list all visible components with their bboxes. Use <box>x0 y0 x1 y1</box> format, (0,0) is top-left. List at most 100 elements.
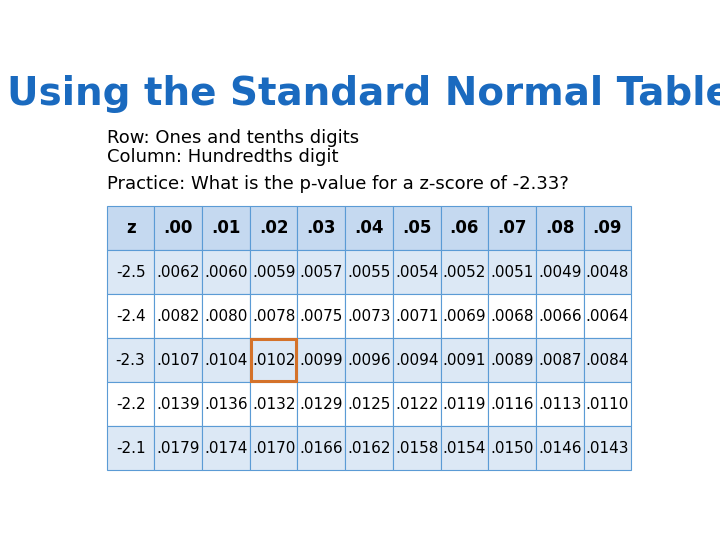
Text: .0062: .0062 <box>156 265 200 280</box>
Bar <box>297 250 345 294</box>
Text: .0170: .0170 <box>252 441 295 456</box>
Bar <box>250 426 297 470</box>
Bar <box>107 206 154 250</box>
Bar <box>202 294 250 338</box>
Bar <box>441 382 488 426</box>
Text: .0094: .0094 <box>395 353 438 368</box>
Text: Using the Standard Normal Table: Using the Standard Normal Table <box>6 75 720 113</box>
Text: -2.2: -2.2 <box>116 397 145 411</box>
Bar <box>488 382 536 426</box>
Bar <box>345 206 393 250</box>
Text: .0089: .0089 <box>490 353 534 368</box>
Bar <box>536 294 584 338</box>
Bar <box>297 426 345 470</box>
Bar <box>536 206 584 250</box>
Text: .0049: .0049 <box>538 265 582 280</box>
Text: .0150: .0150 <box>490 441 534 456</box>
Bar <box>107 382 154 426</box>
Bar <box>441 206 488 250</box>
Text: .0075: .0075 <box>300 309 343 323</box>
Bar <box>202 382 250 426</box>
Text: .0132: .0132 <box>252 397 295 411</box>
Text: .0068: .0068 <box>490 309 534 323</box>
Bar <box>393 338 441 382</box>
Bar <box>536 382 584 426</box>
Bar <box>345 426 393 470</box>
Text: .0080: .0080 <box>204 309 248 323</box>
Bar <box>345 382 393 426</box>
Bar <box>584 206 631 250</box>
Bar <box>584 250 631 294</box>
Bar <box>536 250 584 294</box>
Text: .00: .00 <box>163 219 193 237</box>
Text: .09: .09 <box>593 219 622 237</box>
Bar <box>441 426 488 470</box>
Bar <box>536 338 584 382</box>
Bar <box>202 426 250 470</box>
Bar <box>488 250 536 294</box>
Text: .05: .05 <box>402 219 431 237</box>
Bar <box>202 206 250 250</box>
Text: -2.4: -2.4 <box>116 309 145 323</box>
Text: .0113: .0113 <box>538 397 582 411</box>
Bar <box>441 294 488 338</box>
Text: .0174: .0174 <box>204 441 248 456</box>
Bar <box>488 426 536 470</box>
Text: .0102: .0102 <box>252 353 295 368</box>
Text: .0158: .0158 <box>395 441 438 456</box>
Bar <box>393 250 441 294</box>
Text: .0064: .0064 <box>585 309 629 323</box>
Text: .08: .08 <box>545 219 575 237</box>
Bar <box>154 426 202 470</box>
Text: .0162: .0162 <box>347 441 391 456</box>
Text: .0096: .0096 <box>347 353 391 368</box>
Bar <box>297 382 345 426</box>
Text: .0166: .0166 <box>300 441 343 456</box>
Text: .04: .04 <box>354 219 384 237</box>
Text: Column: Hundredths digit: Column: Hundredths digit <box>107 148 338 166</box>
Text: .0154: .0154 <box>443 441 486 456</box>
Text: -2.5: -2.5 <box>116 265 145 280</box>
Text: .0122: .0122 <box>395 397 438 411</box>
Text: .0146: .0146 <box>538 441 582 456</box>
Bar <box>393 426 441 470</box>
Bar <box>393 382 441 426</box>
Text: .02: .02 <box>259 219 289 237</box>
Bar <box>107 338 154 382</box>
Bar <box>297 206 345 250</box>
Bar <box>345 338 393 382</box>
Bar <box>202 250 250 294</box>
Text: .0116: .0116 <box>490 397 534 411</box>
Bar <box>250 206 297 250</box>
Bar <box>154 382 202 426</box>
Text: .0082: .0082 <box>156 309 200 323</box>
Bar <box>584 382 631 426</box>
Bar <box>345 250 393 294</box>
Bar <box>297 294 345 338</box>
Text: .07: .07 <box>498 219 527 237</box>
Bar <box>202 338 250 382</box>
Text: .0107: .0107 <box>156 353 200 368</box>
Text: Row: Ones and tenths digits: Row: Ones and tenths digits <box>107 129 359 147</box>
Bar <box>250 338 297 382</box>
Bar <box>584 338 631 382</box>
Text: .01: .01 <box>211 219 240 237</box>
Bar <box>488 294 536 338</box>
Text: .0091: .0091 <box>443 353 486 368</box>
Bar <box>488 206 536 250</box>
Bar <box>441 338 488 382</box>
Text: .0110: .0110 <box>586 397 629 411</box>
Text: z: z <box>126 219 135 237</box>
Text: .0073: .0073 <box>347 309 391 323</box>
Bar <box>154 338 202 382</box>
Bar <box>584 426 631 470</box>
Text: .0069: .0069 <box>443 309 486 323</box>
Bar <box>393 294 441 338</box>
Text: .0143: .0143 <box>585 441 629 456</box>
Text: .0129: .0129 <box>300 397 343 411</box>
Bar <box>488 338 536 382</box>
Bar <box>584 294 631 338</box>
Text: -2.1: -2.1 <box>116 441 145 456</box>
Text: .0054: .0054 <box>395 265 438 280</box>
Bar <box>393 206 441 250</box>
